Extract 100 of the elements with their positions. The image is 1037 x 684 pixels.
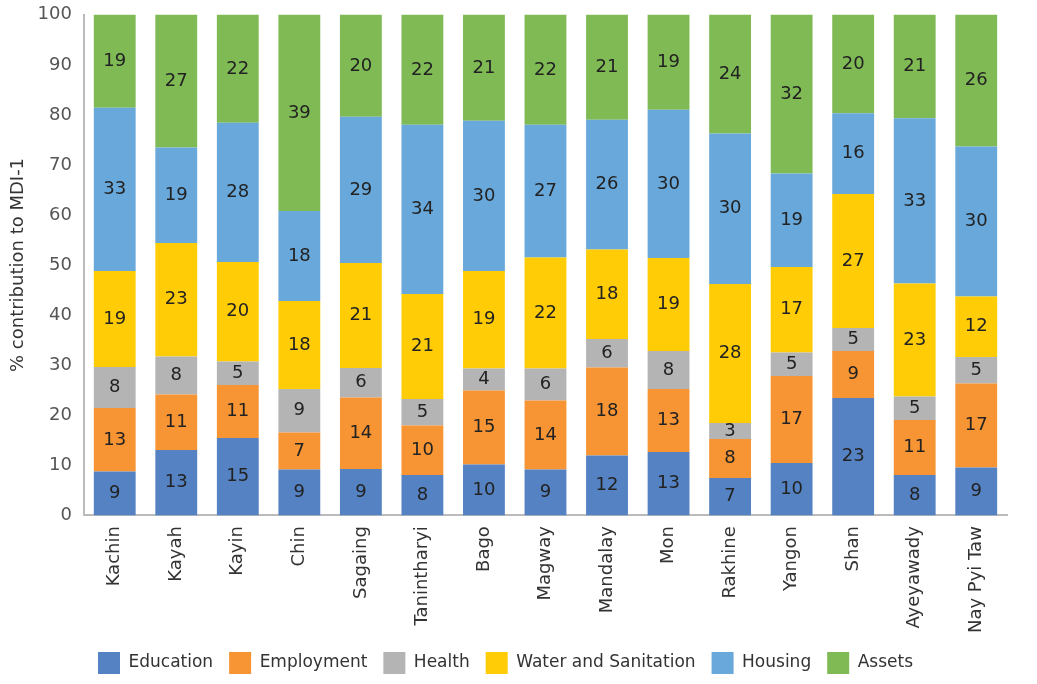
- bar: [339, 14, 382, 117]
- data-label: 26: [964, 68, 988, 90]
- data-label: 19: [164, 182, 188, 204]
- bar: [770, 352, 813, 377]
- bar: [216, 438, 259, 516]
- y-tick-label: 60: [49, 202, 72, 224]
- legend-label: Employment: [259, 651, 368, 672]
- bar: [401, 399, 444, 426]
- x-tick-label: Rakhine: [717, 526, 739, 599]
- bar: [647, 109, 690, 258]
- bar: [586, 455, 628, 516]
- bar: [955, 14, 998, 147]
- bar: [401, 425, 444, 476]
- bar: [155, 450, 198, 516]
- bar: [93, 471, 136, 516]
- data-label: 6: [355, 370, 367, 392]
- bar: [216, 14, 259, 123]
- y-tick-label: 0: [60, 502, 72, 524]
- bar: [709, 478, 752, 516]
- data-label: 10: [472, 477, 496, 499]
- data-label: 13: [657, 471, 680, 493]
- bar: [401, 14, 444, 125]
- data-label: 8: [109, 375, 121, 397]
- y-tick-label: 70: [49, 152, 72, 174]
- data-label: 22: [534, 57, 557, 79]
- y-tick-label: 80: [49, 102, 72, 124]
- bar: [278, 389, 321, 433]
- data-label: 7: [724, 484, 736, 506]
- bar: [770, 463, 813, 516]
- bar: [155, 147, 198, 243]
- data-label: 14: [349, 421, 373, 442]
- bar: [463, 390, 505, 465]
- data-label: 6: [601, 340, 613, 362]
- data-label: 18: [287, 332, 311, 354]
- bar: [893, 14, 936, 119]
- bar: [770, 14, 813, 174]
- bar: [586, 119, 628, 250]
- data-label: 17: [780, 407, 804, 429]
- bar: [832, 398, 875, 516]
- bar: [155, 14, 198, 148]
- data-label: 19: [103, 306, 127, 328]
- y-axis-title: % contribution to MDI-1: [6, 157, 28, 373]
- data-label: 20: [841, 51, 865, 73]
- data-label: 5: [232, 360, 244, 382]
- data-label: 5: [908, 395, 921, 417]
- bar: [709, 133, 752, 284]
- data-label: 21: [349, 303, 373, 325]
- data-label: 30: [964, 209, 988, 231]
- bar: [893, 475, 936, 516]
- data-label: 8: [724, 446, 736, 468]
- bar: [832, 351, 875, 399]
- data-label: 20: [349, 53, 373, 75]
- y-tick-label: 10: [49, 452, 72, 474]
- bar: [832, 113, 875, 194]
- bar: [278, 469, 321, 516]
- data-label: 5: [785, 351, 798, 373]
- y-tick-label: 50: [49, 252, 72, 274]
- bar: [524, 14, 567, 125]
- bar: [278, 300, 321, 390]
- data-label: 11: [903, 435, 927, 457]
- bar: [278, 210, 321, 301]
- x-tick-label: Ayeyawady: [902, 525, 924, 629]
- data-label: 27: [164, 68, 188, 90]
- bar: [647, 351, 690, 390]
- bar: [524, 368, 567, 401]
- bar: [893, 420, 936, 476]
- bar: [339, 469, 382, 516]
- x-tick-label: Bago: [471, 526, 493, 572]
- x-tick-label: Mon: [656, 526, 678, 565]
- bar: [524, 124, 567, 258]
- data-label: 30: [718, 196, 742, 218]
- x-tick-label: Kayah: [163, 526, 185, 582]
- data-label: 19: [657, 292, 680, 314]
- bar: [832, 328, 875, 352]
- data-label: 17: [964, 413, 988, 435]
- x-tick-label: Shan: [840, 526, 862, 572]
- bar: [278, 432, 321, 470]
- data-label: 9: [539, 480, 552, 502]
- y-tick-label: 40: [49, 302, 72, 324]
- bar: [216, 385, 259, 439]
- data-label: 10: [410, 438, 434, 460]
- data-label: 12: [964, 314, 988, 336]
- data-label: 26: [595, 172, 619, 194]
- data-label: 23: [903, 327, 927, 349]
- data-label: 15: [226, 464, 250, 486]
- legend-label: Housing: [742, 651, 812, 672]
- data-label: 19: [103, 49, 127, 70]
- bar: [709, 439, 752, 479]
- bar: [93, 408, 136, 472]
- bar: [647, 14, 690, 110]
- data-label: 13: [103, 427, 127, 449]
- bar: [216, 361, 259, 386]
- data-label: 21: [903, 54, 927, 76]
- data-label: 28: [226, 180, 250, 202]
- bar: [647, 257, 690, 352]
- bar: [709, 14, 752, 134]
- bar: [647, 452, 690, 516]
- bar: [524, 257, 567, 369]
- data-label: 19: [472, 307, 496, 329]
- data-label: 5: [416, 399, 429, 421]
